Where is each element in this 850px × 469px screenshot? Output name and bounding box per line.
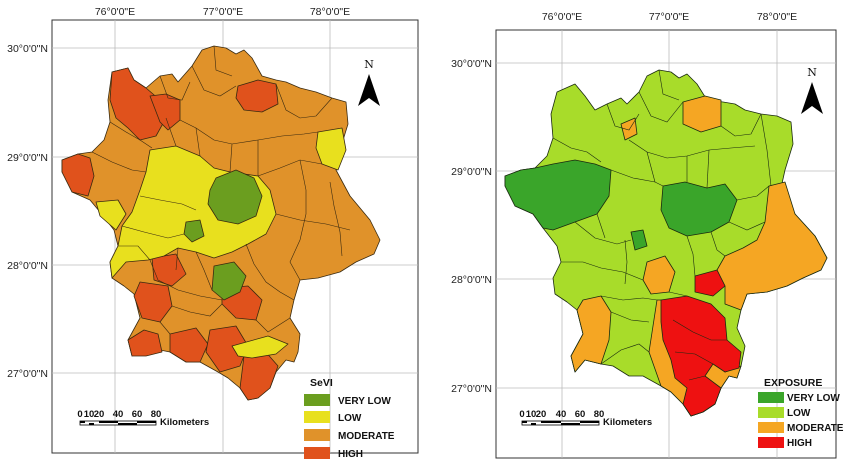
north-arrow-icon: [801, 82, 823, 114]
scale-tick-80: 80: [151, 409, 162, 420]
scale-tick-10: 10: [526, 409, 537, 420]
north-arrow: N: [358, 58, 380, 106]
legend-label-moderate: MODERATE: [338, 431, 395, 442]
lon-label-77: 77°0'0"E: [649, 11, 689, 23]
legend-swatch-very-low: [758, 392, 784, 403]
low-zone-south: [231, 335, 289, 359]
very-low-zone-small: [183, 219, 205, 243]
scale-tick-60: 60: [575, 409, 586, 420]
legend-title: SeVI: [310, 377, 333, 389]
scale-bar: 0 10 20 40 60 80 Kilometers: [519, 409, 652, 428]
legend-label-high: HIGH: [787, 438, 812, 449]
legend-label-moderate: MODERATE: [787, 423, 844, 434]
high-zone-west: [61, 153, 95, 197]
scale-tick-20: 20: [94, 409, 105, 420]
north-arrow: N: [801, 66, 823, 114]
legend-swatch-very-low: [304, 394, 330, 406]
legend-label-high: HIGH: [338, 449, 363, 460]
lon-label-77: 77°0'0"E: [203, 6, 243, 18]
legend-label-low: LOW: [338, 413, 362, 424]
exposure-map-panel: 76°0'0"E 77°0'0"E 78°0'0"E 30°0'0"N 29°0…: [425, 0, 850, 469]
lat-label-29: 29°0'0"N: [7, 152, 48, 164]
lat-label-28: 28°0'0"N: [7, 260, 48, 272]
north-label: N: [364, 58, 374, 71]
high-zone-northwest: [109, 67, 167, 141]
lat-label-27: 27°0'0"N: [451, 383, 492, 395]
legend-label-very-low: VERY LOW: [338, 396, 391, 407]
scale-tick-40: 40: [113, 409, 124, 420]
exposure-legend: EXPOSURE VERY LOW LOW MODERATE HIGH: [758, 377, 844, 449]
sevi-district-polygons: [61, 45, 381, 401]
map-frame: [495, 29, 837, 459]
legend-swatch-moderate: [304, 429, 330, 441]
north-label: N: [807, 66, 817, 79]
very-low-zone-center: [207, 169, 263, 225]
sevi-legend: SeVI VERY LOW LOW MODERATE HIGH: [304, 377, 395, 460]
high-zone-south: [660, 295, 742, 417]
very-low-zone-west: [504, 159, 612, 231]
high-zone-south-7: [151, 253, 187, 287]
very-low-zone-small: [630, 229, 648, 251]
lat-label-27: 27°0'0"N: [7, 368, 48, 380]
legend-title: EXPOSURE: [764, 377, 822, 389]
scale-tick-10: 10: [84, 409, 95, 420]
north-arrow-icon: [358, 74, 380, 106]
legend-swatch-low: [758, 407, 784, 418]
scale-tick-40: 40: [556, 409, 567, 420]
legend-label-low: LOW: [787, 408, 811, 419]
legend-swatch-high: [758, 437, 784, 448]
moderate-zone-east: [716, 181, 828, 311]
high-zone-south-3: [127, 329, 163, 357]
low-zone-north-1: [315, 127, 347, 171]
scale-tick-0: 0: [519, 409, 524, 420]
legend-label-very-low: VERY LOW: [787, 393, 840, 404]
lon-label-76: 76°0'0"E: [95, 6, 135, 18]
scale-tick-80: 80: [594, 409, 605, 420]
legend-swatch-low: [304, 411, 330, 423]
lon-label-78: 78°0'0"E: [757, 11, 797, 23]
legend-swatch-moderate: [758, 422, 784, 433]
lat-label-30: 30°0'0"N: [451, 58, 492, 70]
scale-tick-0: 0: [77, 409, 82, 420]
exposure-district-polygons: [504, 69, 828, 417]
scale-tick-20: 20: [536, 409, 547, 420]
legend-swatch-high: [304, 447, 330, 459]
high-zone-northeast: [235, 79, 279, 113]
lat-label-29: 29°0'0"N: [451, 166, 492, 178]
high-zone-south-4: [169, 327, 209, 363]
lat-label-30: 30°0'0"N: [7, 43, 48, 55]
high-zone-south-5: [205, 325, 249, 373]
exposure-district-boundaries: [552, 69, 772, 381]
moderate-zone-north: [682, 95, 722, 133]
low-zone-west: [95, 199, 127, 231]
scale-tick-60: 60: [132, 409, 143, 420]
lon-label-76: 76°0'0"E: [542, 11, 582, 23]
sevi-district-boundaries: [91, 45, 351, 335]
moderate-zone-southwest: [570, 295, 612, 373]
sevi-map-panel: 76°0'0"E 77°0'0"E 78°0'0"E 30°0'0"N 29°0…: [7, 6, 419, 460]
scale-bar: 0 10 20 40 60 80 Kilometers: [77, 409, 209, 428]
scale-unit: Kilometers: [603, 417, 652, 428]
lon-label-78: 78°0'0"E: [310, 6, 350, 18]
lat-label-28: 28°0'0"N: [451, 274, 492, 286]
scale-unit: Kilometers: [160, 417, 209, 428]
high-zone-east-small: [694, 269, 726, 297]
map-frame: [51, 19, 419, 454]
